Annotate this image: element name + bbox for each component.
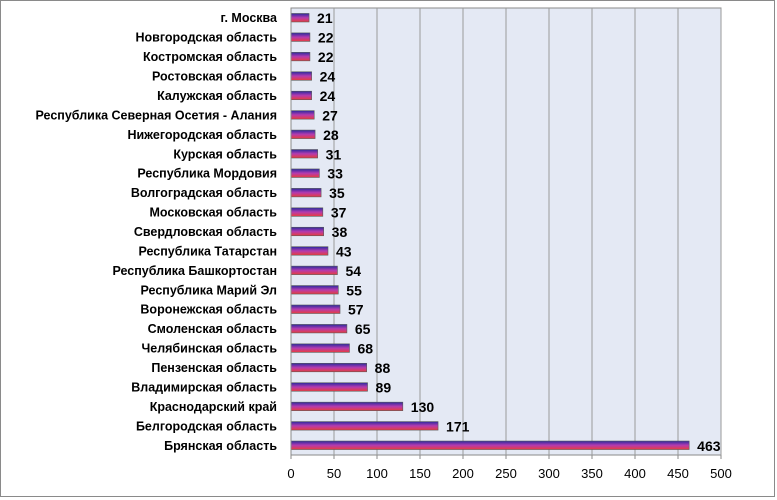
value-label: 22: [318, 30, 334, 46]
bar: [290, 52, 311, 62]
category-label: Волгоградская область: [131, 186, 277, 200]
bar: [290, 382, 368, 392]
value-label: 55: [346, 282, 362, 298]
bar: [290, 129, 316, 139]
category-label: Свердловская область: [134, 225, 277, 239]
category-label: Брянская область: [164, 439, 277, 453]
bar: [290, 304, 341, 314]
value-label: 463: [697, 438, 721, 454]
category-label: Новгородская область: [135, 31, 277, 45]
value-label: 54: [345, 263, 361, 279]
value-label: 28: [323, 127, 339, 143]
x-tick-label: 300: [538, 466, 560, 481]
bar: [290, 285, 339, 295]
category-label: Республика Марий Эл: [141, 283, 278, 297]
value-label: 22: [318, 49, 334, 65]
value-label: 171: [446, 418, 470, 434]
category-label: Владимирская область: [131, 380, 277, 394]
value-label: 68: [357, 341, 373, 357]
value-label: 65: [355, 321, 371, 337]
value-label: 38: [332, 224, 348, 240]
value-label: 89: [376, 379, 392, 395]
category-label: Нижегородская область: [127, 128, 277, 142]
value-label: 21: [317, 10, 333, 26]
bar: [290, 246, 329, 256]
value-label: 33: [327, 166, 343, 182]
bar: [290, 343, 350, 353]
bar: [290, 168, 320, 178]
value-label: 57: [348, 302, 364, 318]
x-tick-label: 200: [452, 466, 474, 481]
x-axis-ticks: 0 50 100 150 200 250 300 350 400 450 500: [287, 8, 732, 481]
category-label: Воронежская область: [140, 303, 277, 317]
value-label: 37: [331, 205, 347, 221]
category-label: Краснодарский край: [150, 400, 277, 414]
category-label: Ростовская область: [152, 70, 277, 84]
category-label: Республика Мордовия: [137, 167, 277, 181]
bar: [290, 32, 311, 42]
category-labels: г. Москва Новгородская область Костромская…: [36, 11, 279, 453]
value-label: 31: [326, 146, 342, 162]
bar: [290, 149, 318, 159]
category-label: Республика Северная Осетия - Алания: [36, 108, 277, 122]
category-label: Московская область: [149, 206, 277, 220]
category-label: г. Москва: [221, 11, 279, 25]
bar: [290, 324, 348, 334]
x-tick-label: 500: [710, 466, 732, 481]
value-label: 27: [322, 107, 338, 123]
x-tick-label: 150: [409, 466, 431, 481]
category-label: Калужская область: [157, 89, 277, 103]
gridlines: [333, 8, 722, 455]
bar: [290, 110, 315, 120]
category-label: Республика Татарстан: [138, 244, 277, 258]
category-label: Пензенская область: [151, 361, 277, 375]
x-tick-label: 50: [327, 466, 341, 481]
x-tick-label: 250: [495, 466, 517, 481]
bar: [290, 188, 322, 198]
category-label: Курская область: [173, 147, 277, 161]
x-tick-label: 400: [624, 466, 646, 481]
value-label: 130: [411, 399, 435, 415]
category-label: Белгородская область: [136, 419, 277, 433]
bar: [290, 207, 324, 217]
bar: [290, 90, 312, 101]
value-label: 24: [320, 88, 336, 104]
value-label: 24: [320, 69, 336, 85]
bar: [290, 265, 338, 275]
category-label: Республика Башкортостан: [112, 264, 277, 278]
x-tick-label: 0: [287, 466, 294, 481]
value-label: 35: [329, 185, 345, 201]
bar: [290, 401, 404, 411]
x-tick-label: 350: [581, 466, 603, 481]
category-label: Челябинская область: [141, 342, 277, 356]
value-label: 43: [336, 243, 352, 259]
bar: [290, 71, 312, 81]
bar: [290, 421, 439, 431]
bar: [290, 362, 367, 373]
x-tick-label: 100: [366, 466, 388, 481]
bar: [290, 440, 690, 450]
category-label: Смоленская область: [148, 322, 278, 336]
bar: [290, 13, 310, 23]
bar: [290, 226, 324, 237]
bars: [290, 13, 690, 450]
x-tick-label: 450: [667, 466, 689, 481]
category-label: Костромская область: [143, 50, 277, 64]
value-label: 88: [375, 360, 391, 376]
